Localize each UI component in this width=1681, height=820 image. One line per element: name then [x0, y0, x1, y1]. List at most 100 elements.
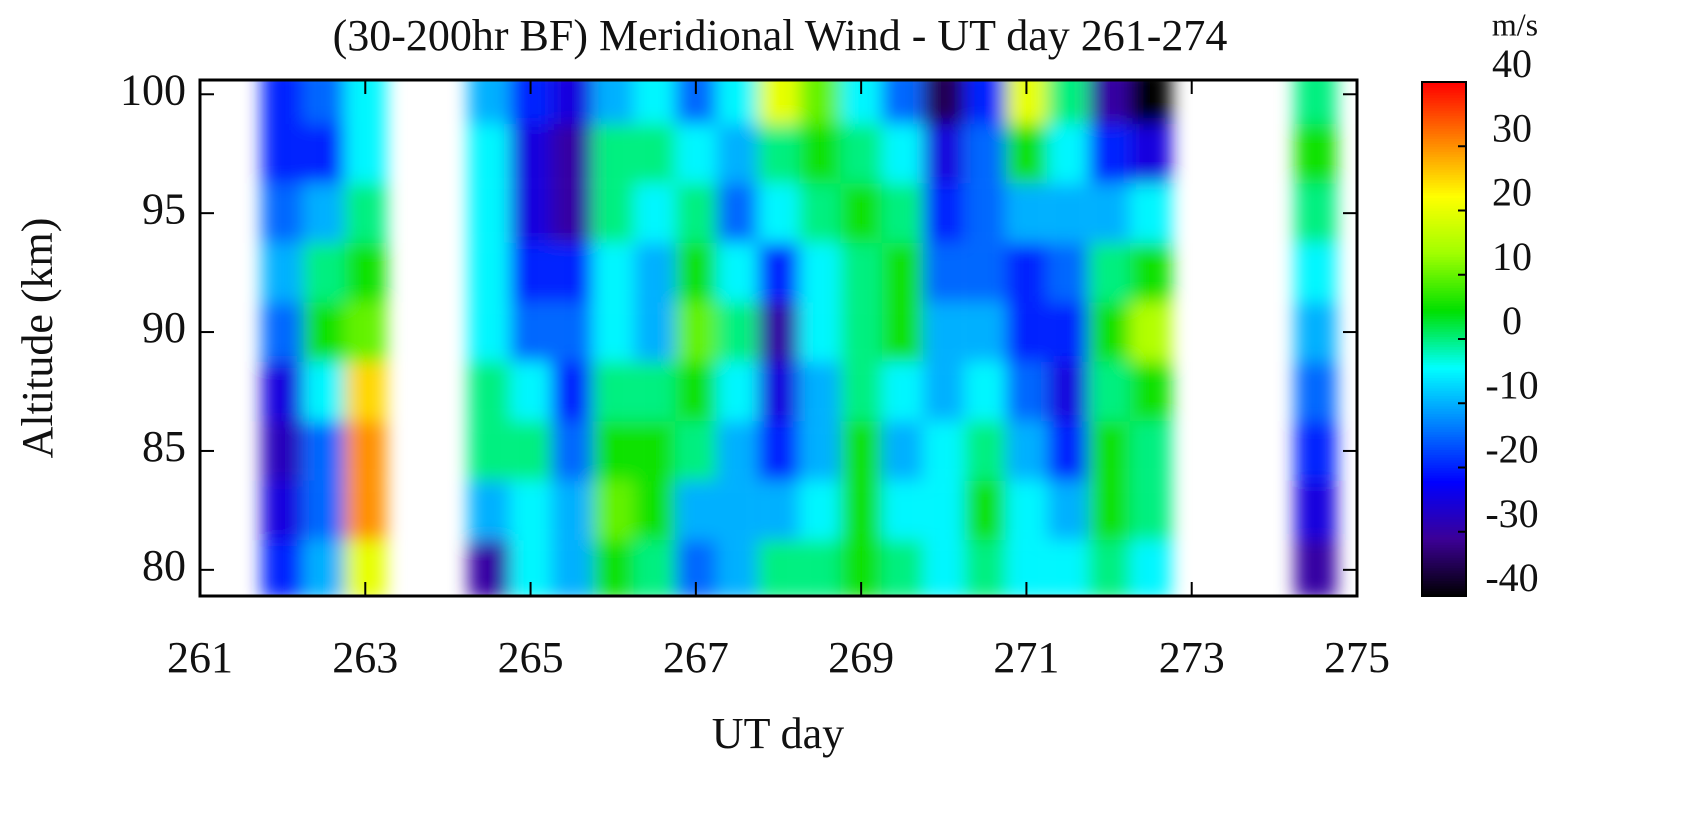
cell — [1047, 421, 1089, 481]
cell — [964, 480, 1006, 541]
colorbar-step — [1422, 426, 1466, 430]
cell — [509, 123, 552, 184]
colorbar-step — [1422, 282, 1466, 286]
colorbar-step — [1422, 498, 1466, 502]
cell — [551, 123, 593, 184]
cell — [303, 302, 345, 362]
colorbar-tick-label: -10 — [1485, 362, 1538, 407]
colorbar-step — [1422, 261, 1466, 265]
x-tick-label: 261 — [167, 633, 233, 682]
colorbar-step — [1422, 110, 1466, 114]
colorbar-step — [1422, 323, 1466, 327]
colorbar-step — [1422, 542, 1466, 546]
cell — [716, 123, 758, 184]
colorbar-step — [1422, 187, 1466, 191]
colorbar-step — [1422, 156, 1466, 160]
colorbar-step — [1422, 287, 1466, 291]
colorbar-step — [1422, 449, 1466, 453]
colorbar-label: m/s — [1492, 6, 1538, 42]
colorbar-step — [1422, 171, 1466, 176]
chart-title: (30-200hr BF) Meridional Wind - UT day 2… — [333, 11, 1228, 60]
cell — [1005, 242, 1048, 303]
cell — [303, 480, 345, 541]
cell — [1295, 361, 1337, 422]
cell — [303, 123, 345, 184]
colorbar-step — [1422, 169, 1466, 173]
cell — [261, 302, 304, 362]
cell — [592, 361, 634, 422]
cell — [261, 183, 304, 243]
cell — [675, 421, 717, 481]
colorbar-step — [1422, 390, 1466, 394]
cell — [964, 183, 1006, 243]
cell — [633, 302, 676, 362]
colorbar-step — [1422, 213, 1466, 217]
colorbar-step — [1422, 356, 1466, 361]
cell — [303, 540, 345, 596]
colorbar-step — [1422, 92, 1466, 96]
cell — [799, 480, 841, 541]
cell — [1047, 480, 1089, 541]
cell — [1088, 302, 1130, 362]
cell — [757, 302, 800, 362]
colorbar-step — [1422, 495, 1466, 499]
cell — [551, 183, 593, 243]
colorbar-step — [1422, 210, 1466, 214]
colorbar-step — [1422, 413, 1466, 417]
cell — [1047, 242, 1089, 303]
colorbar-step — [1422, 107, 1466, 111]
colorbar-step — [1422, 123, 1466, 127]
cell — [881, 183, 924, 243]
colorbar-step — [1422, 277, 1466, 281]
x-tick-label: 263 — [332, 633, 398, 682]
colorbar-step — [1422, 583, 1466, 587]
cell — [1129, 242, 1172, 303]
cell — [551, 302, 593, 362]
contour-field — [261, 80, 1337, 596]
colorbar-step — [1422, 318, 1466, 322]
cell — [840, 80, 882, 124]
colorbar-step — [1422, 428, 1466, 433]
colorbar-step — [1422, 112, 1466, 116]
cell — [1005, 421, 1048, 481]
cell — [1295, 123, 1337, 184]
cell — [551, 421, 593, 481]
colorbar-step — [1422, 292, 1466, 296]
cell — [551, 80, 593, 124]
x-tick-label: 271 — [993, 633, 1059, 682]
cell — [592, 80, 634, 124]
y-tick-label: 95 — [142, 184, 186, 233]
colorbar-step — [1422, 423, 1466, 427]
cell — [840, 421, 882, 481]
colorbar-step — [1422, 374, 1466, 379]
colorbar-step — [1422, 377, 1466, 381]
colorbar-step — [1422, 321, 1466, 325]
colorbar-step — [1422, 488, 1466, 492]
colorbar-step — [1422, 557, 1466, 561]
colorbar-step — [1422, 97, 1466, 101]
cell — [757, 80, 800, 124]
colorbar-step — [1422, 367, 1466, 371]
cell — [261, 80, 304, 124]
cell — [468, 540, 510, 596]
cell — [344, 302, 386, 362]
cell — [551, 540, 593, 596]
cell — [1129, 302, 1172, 362]
colorbar-step — [1422, 578, 1466, 582]
colorbar-step — [1422, 560, 1466, 564]
colorbar-step — [1422, 251, 1466, 255]
colorbar-step — [1422, 243, 1466, 247]
colorbar: -40 -30 -20 -10 0 10 20 30 40 — [1421, 41, 1539, 600]
colorbar-step — [1422, 464, 1466, 468]
cell — [509, 242, 552, 303]
cell — [303, 183, 345, 243]
colorbar-step — [1422, 544, 1466, 548]
colorbar-step — [1422, 200, 1466, 204]
plot-frame — [198, 78, 1359, 598]
colorbar-step — [1422, 205, 1466, 209]
cell — [881, 480, 924, 541]
cell — [261, 540, 304, 596]
colorbar-step — [1422, 259, 1466, 263]
colorbar-step — [1422, 99, 1466, 104]
